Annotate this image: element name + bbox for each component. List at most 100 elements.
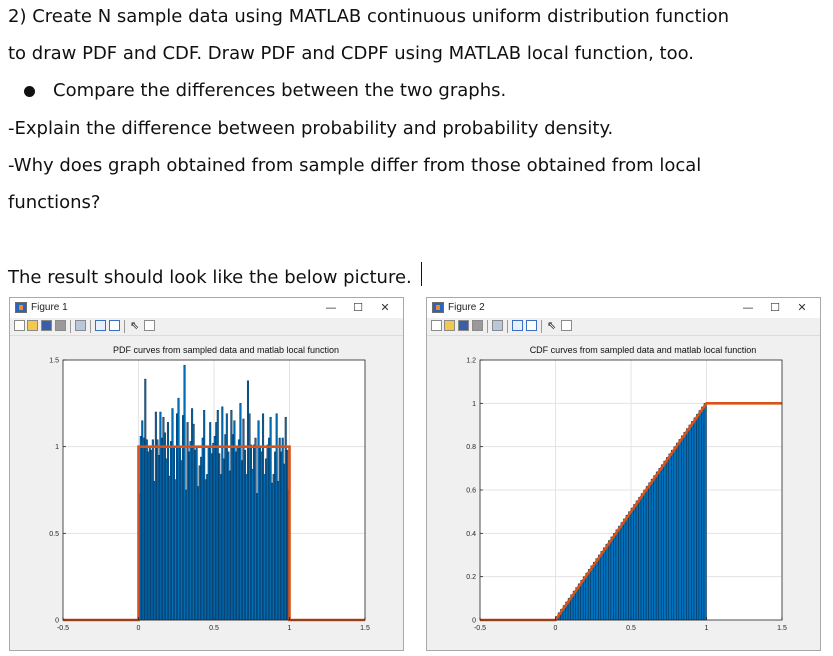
figure-1-window[interactable]: Figure 1 — ☐ ✕ ⇖ PDF curves from sampled… (9, 297, 404, 651)
histogram-bar (673, 446, 677, 621)
histogram-bar (613, 533, 617, 621)
histogram-bar (618, 525, 622, 621)
histogram-bar (653, 475, 657, 621)
histogram-bar (605, 543, 609, 621)
close-button[interactable]: ✕ (797, 301, 807, 314)
histogram-bar (608, 540, 612, 621)
histogram-bar (671, 450, 675, 621)
histogram-bar (698, 410, 702, 621)
toolbar-separator (124, 320, 125, 333)
pointer-icon[interactable]: ⇖ (130, 319, 140, 332)
cdf-chart: CDF curves from sampled data and matlab … (466, 345, 787, 632)
minimize-button[interactable]: — (742, 301, 754, 314)
histogram-bar (577, 583, 581, 621)
question-line-2: to draw PDF and CDF. Draw PDF and CDPF u… (8, 43, 695, 64)
x-tick-label: 0 (554, 625, 558, 632)
histogram-bar (585, 572, 589, 621)
plot-tools-icon[interactable] (144, 320, 155, 331)
x-tick-label: 0.5 (209, 625, 219, 632)
histogram-bar (683, 431, 687, 621)
histogram-bar (603, 547, 607, 621)
open-icon[interactable] (27, 320, 38, 331)
x-tick-label: 0 (137, 625, 141, 632)
y-tick-label: 1 (472, 401, 476, 408)
new-figure-icon[interactable] (14, 320, 25, 331)
histogram-bar (650, 478, 654, 621)
toolbar-separator (487, 320, 488, 333)
legend-icon[interactable] (526, 320, 537, 331)
histogram-bar (663, 460, 667, 621)
bullet-dot-icon (24, 86, 35, 97)
histogram-bar (665, 457, 670, 621)
histogram-bar (648, 482, 652, 621)
histogram-bar (688, 424, 692, 621)
histogram-bar (610, 536, 614, 621)
new-figure-icon[interactable] (431, 320, 442, 331)
open-icon[interactable] (444, 320, 455, 331)
figure-2-titlebar[interactable]: Figure 2 — ☐ ✕ (427, 298, 820, 318)
histogram-bar (693, 417, 697, 621)
maximize-button[interactable]: ☐ (353, 301, 363, 314)
histogram-bar (703, 403, 707, 621)
histogram-bar (580, 580, 584, 621)
plot-tools-icon[interactable] (561, 320, 572, 331)
toolbar-separator (541, 320, 542, 333)
print-preview-icon[interactable] (492, 320, 503, 331)
save-icon[interactable] (41, 320, 52, 331)
y-tick-label: 1.5 (49, 358, 59, 365)
figure-1-title: Figure 1 (31, 302, 68, 313)
histogram-bar (587, 569, 591, 621)
legend-icon[interactable] (109, 320, 120, 331)
figure-2-toolbar: ⇖ (427, 318, 820, 336)
y-tick-label: 1 (55, 444, 59, 451)
histogram-bar (590, 565, 594, 621)
close-button[interactable]: ✕ (380, 301, 390, 314)
print-icon[interactable] (55, 320, 66, 331)
histogram-bar (582, 576, 586, 621)
question-line-5: -Why does graph obtained from sample dif… (8, 155, 702, 176)
chart-title: PDF curves from sampled data and matlab … (113, 345, 339, 355)
histogram-bar (645, 486, 649, 621)
y-tick-label: 0.6 (466, 488, 476, 495)
maximize-button[interactable]: ☐ (770, 301, 780, 314)
histogram-bar (701, 406, 705, 621)
colorbar-icon[interactable] (95, 320, 106, 331)
matlab-figure-icon (15, 302, 27, 313)
colorbar-icon[interactable] (512, 320, 523, 331)
y-tick-label: 0.5 (49, 531, 59, 538)
histogram-bar (625, 515, 629, 621)
x-tick-label: 0.5 (626, 625, 636, 632)
pointer-icon[interactable]: ⇖ (547, 319, 557, 332)
x-tick-label: 1.5 (360, 625, 370, 632)
histogram-bar (615, 529, 619, 621)
question-line-4: -Explain the difference between probabil… (8, 118, 614, 139)
print-preview-icon[interactable] (75, 320, 86, 331)
histogram-bar (620, 522, 624, 621)
save-icon[interactable] (458, 320, 469, 331)
histogram-bar (691, 421, 695, 621)
question-line-6: functions? (8, 192, 101, 213)
chart-title: CDF curves from sampled data and matlab … (530, 345, 757, 355)
text-cursor (421, 262, 422, 286)
figure-1-titlebar[interactable]: Figure 1 — ☐ ✕ (10, 298, 403, 318)
instruction-line: The result should look like the below pi… (8, 267, 412, 288)
histogram-bar (655, 471, 659, 621)
x-tick-label: 1 (705, 625, 709, 632)
histogram-bar (623, 518, 627, 621)
x-tick-label: 1 (288, 625, 292, 632)
histogram-bar (696, 413, 700, 621)
bullet-compare: Compare the differences between the two … (53, 80, 507, 101)
print-icon[interactable] (472, 320, 483, 331)
histogram-bar (633, 504, 637, 621)
y-tick-label: 0.8 (466, 444, 476, 451)
y-tick-label: 0.2 (466, 574, 476, 581)
y-tick-label: 0 (55, 618, 59, 625)
histogram-bar (678, 439, 682, 621)
x-tick-label: -0.5 (57, 625, 69, 632)
figure-1-toolbar: ⇖ (10, 318, 403, 336)
histogram-bar (598, 554, 602, 621)
minimize-button[interactable]: — (325, 301, 337, 314)
histogram-bar (686, 428, 690, 621)
histogram-bar (595, 558, 599, 621)
figure-2-window[interactable]: Figure 2 — ☐ ✕ ⇖ CDF curves from sampled… (426, 297, 821, 651)
